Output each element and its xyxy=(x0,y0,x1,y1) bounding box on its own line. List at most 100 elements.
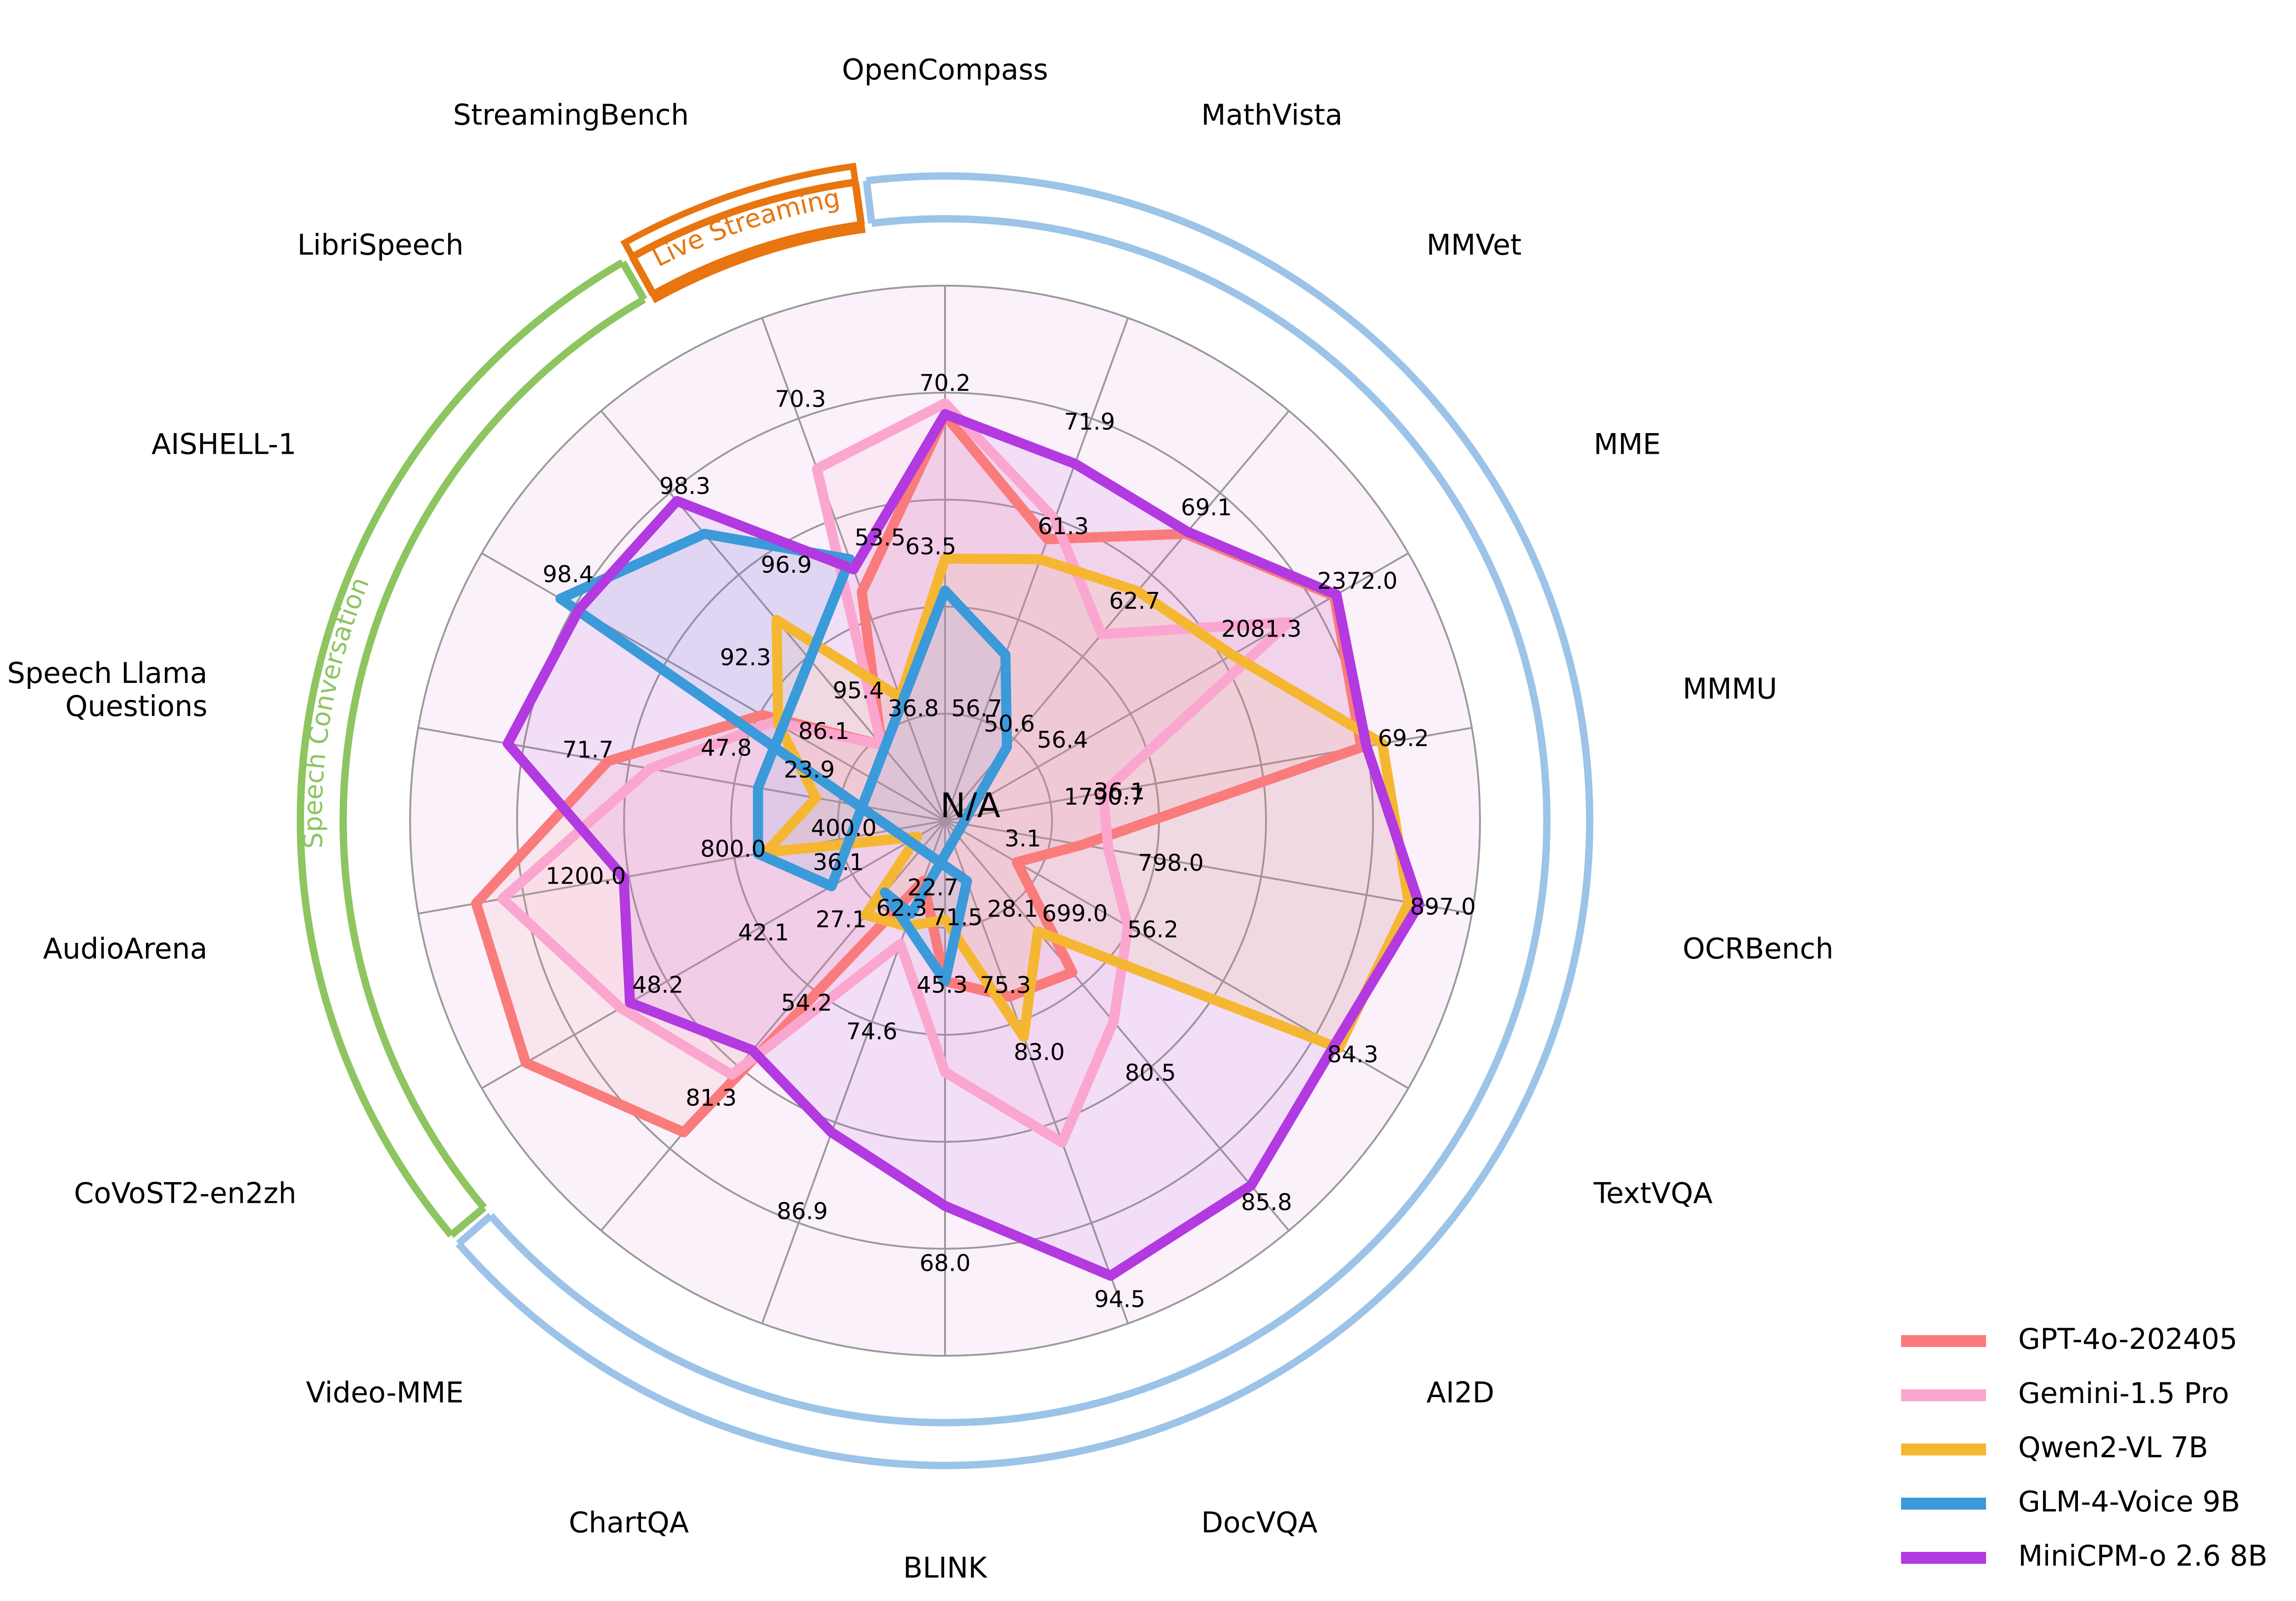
group-arc-cap xyxy=(862,180,876,224)
value-label: 86.1 xyxy=(798,718,849,744)
value-label-layer: 70.2 71.9 69.1 61.3 62.7 2372.0 2081.3 69.2 36.1… xyxy=(543,370,1476,1313)
value-label: 36.1 xyxy=(1094,778,1145,805)
axis-label-textvqa: TextVQA xyxy=(1593,1177,1712,1210)
series-line-layer xyxy=(471,398,1424,1281)
legend[interactable]: GPT-4o-202405 Gemini-1.5 Pro Qwen2-VL 7B GL… xyxy=(1901,1322,2268,1573)
value-label: 800.0 xyxy=(700,835,766,862)
value-label: 1200.0 xyxy=(546,863,626,889)
group-arc-outer-1 xyxy=(297,259,625,1238)
value-label: 68.0 xyxy=(919,1250,970,1276)
value-label: 85.8 xyxy=(1241,1189,1292,1216)
group-arc-inner-0 xyxy=(651,221,862,298)
grid-spoke xyxy=(945,820,1472,915)
value-label: 400.0 xyxy=(811,815,877,841)
axis-label-audioarena: AudioArena xyxy=(43,932,208,965)
value-label: 3.1 xyxy=(1005,825,1041,852)
value-label: 45.3 xyxy=(917,972,968,998)
value-label: 2372.0 xyxy=(1317,568,1397,594)
axis-label-mathvista: MathVista xyxy=(1201,98,1343,131)
axis-label-librispeech: LibriSpeech xyxy=(297,228,463,262)
na-label: N/A xyxy=(940,786,1001,826)
axis-label-mmmu: MMMU xyxy=(1683,672,1777,705)
value-label: 42.1 xyxy=(738,919,789,946)
value-label: 83.0 xyxy=(1013,1039,1064,1065)
group-arc-inner-1 xyxy=(339,296,646,1210)
value-label: 56.4 xyxy=(1037,727,1088,753)
legend-label-qwen2-vl-7b[interactable]: Qwen2-VL 7B xyxy=(2018,1431,2208,1464)
grid-layer xyxy=(409,285,1481,1357)
value-label: 63.5 xyxy=(905,533,956,560)
value-label: 28.1 xyxy=(987,896,1038,922)
value-label: 2081.3 xyxy=(1221,615,1302,642)
value-label: 75.3 xyxy=(980,972,1031,998)
grid-spoke xyxy=(944,820,1129,1324)
value-label: 71.9 xyxy=(1064,409,1115,435)
group-arc-outer-2 xyxy=(456,172,1593,1469)
value-label: 61.3 xyxy=(1038,513,1089,540)
axis-label-blink: BLINK xyxy=(903,1551,988,1584)
value-label: 92.3 xyxy=(720,644,771,671)
value-label: 74.6 xyxy=(846,1018,897,1045)
series-line-glm-4-voice-9b[interactable] xyxy=(555,529,1012,987)
axis-label-covost2-en2zh: CoVoST2-en2zh xyxy=(74,1177,297,1210)
axis-label-video-mme: Video-MME xyxy=(306,1376,463,1409)
value-label: 62.7 xyxy=(1109,588,1160,614)
value-label: 71.5 xyxy=(932,904,983,930)
value-label: 62.3 xyxy=(876,895,927,921)
group-arc-inner-2 xyxy=(488,215,1551,1426)
axis-label-mme: MME xyxy=(1593,428,1660,461)
axis-label-opencompass: OpenCompass xyxy=(842,53,1048,86)
value-label: 69.1 xyxy=(1181,494,1232,521)
value-label: 36.8 xyxy=(888,695,939,722)
grid-spoke xyxy=(944,317,1129,821)
group-arc-cap xyxy=(449,1205,487,1238)
value-label: 699.0 xyxy=(1042,900,1108,927)
group-arc-outer-0 xyxy=(630,178,856,260)
axis-label-chartqa: ChartQA xyxy=(569,1506,689,1539)
group-arc-cap xyxy=(456,1212,494,1247)
value-label: 23.9 xyxy=(784,756,835,783)
axis-label-mmvet: MMVet xyxy=(1426,228,1521,262)
value-label: 36.1 xyxy=(813,849,864,875)
group-label-box xyxy=(620,163,866,304)
legend-label-glm-4-voice-9b[interactable]: GLM-4-Voice 9B xyxy=(2018,1485,2240,1518)
value-label: 1790.7 xyxy=(1064,784,1144,810)
legend-label-minicpm-o-2-6-8b[interactable]: MiniCPM-o 2.6 8B xyxy=(2018,1539,2268,1573)
legend-label-gemini-1-5-pro[interactable]: Gemini-1.5 Pro xyxy=(2018,1376,2229,1410)
value-label: 81.3 xyxy=(686,1084,737,1111)
group-arc-cap xyxy=(619,260,647,301)
value-label: 70.2 xyxy=(919,370,970,396)
value-label: 798.0 xyxy=(1138,850,1204,876)
legend-label-gpt-4o-202405[interactable]: GPT-4o-202405 xyxy=(2018,1322,2238,1356)
value-label: 69.2 xyxy=(1378,725,1429,751)
axis-label-streamingbench: StreamingBench xyxy=(453,98,689,131)
value-label: 70.3 xyxy=(775,386,826,412)
value-label: 22.7 xyxy=(907,874,958,901)
value-label: 71.7 xyxy=(563,736,613,763)
value-label: 98.3 xyxy=(659,473,710,499)
value-label: 96.9 xyxy=(761,552,812,578)
value-label: 56.7 xyxy=(951,695,1002,722)
value-label: 80.5 xyxy=(1125,1060,1176,1086)
value-label: 48.2 xyxy=(632,972,683,998)
value-label: 53.5 xyxy=(855,524,906,551)
value-label: 84.3 xyxy=(1327,1041,1378,1068)
series-area-qwen2-vl-7b xyxy=(765,558,1409,1049)
value-label: 95.4 xyxy=(833,677,884,704)
value-label: 27.1 xyxy=(816,906,867,933)
grid-spoke xyxy=(481,820,946,1089)
value-label: 94.5 xyxy=(1094,1286,1145,1313)
value-label: 86.9 xyxy=(777,1198,828,1224)
axis-label-speech-llama-questions: Speech Llama Questions xyxy=(7,656,208,723)
axis-label-layer: OpenCompass MathVista MMVet MME MMMU OCRBench… xyxy=(7,53,1834,1584)
value-label: 98.4 xyxy=(543,561,594,588)
value-label: 47.8 xyxy=(701,735,752,761)
value-label: 54.2 xyxy=(781,990,832,1016)
value-label: 50.6 xyxy=(984,710,1035,737)
axis-label-ai2d: AI2D xyxy=(1426,1376,1494,1409)
value-label: 897.0 xyxy=(1410,894,1476,920)
series-line-minicpm-o-2-6-8b[interactable] xyxy=(502,409,1424,1281)
